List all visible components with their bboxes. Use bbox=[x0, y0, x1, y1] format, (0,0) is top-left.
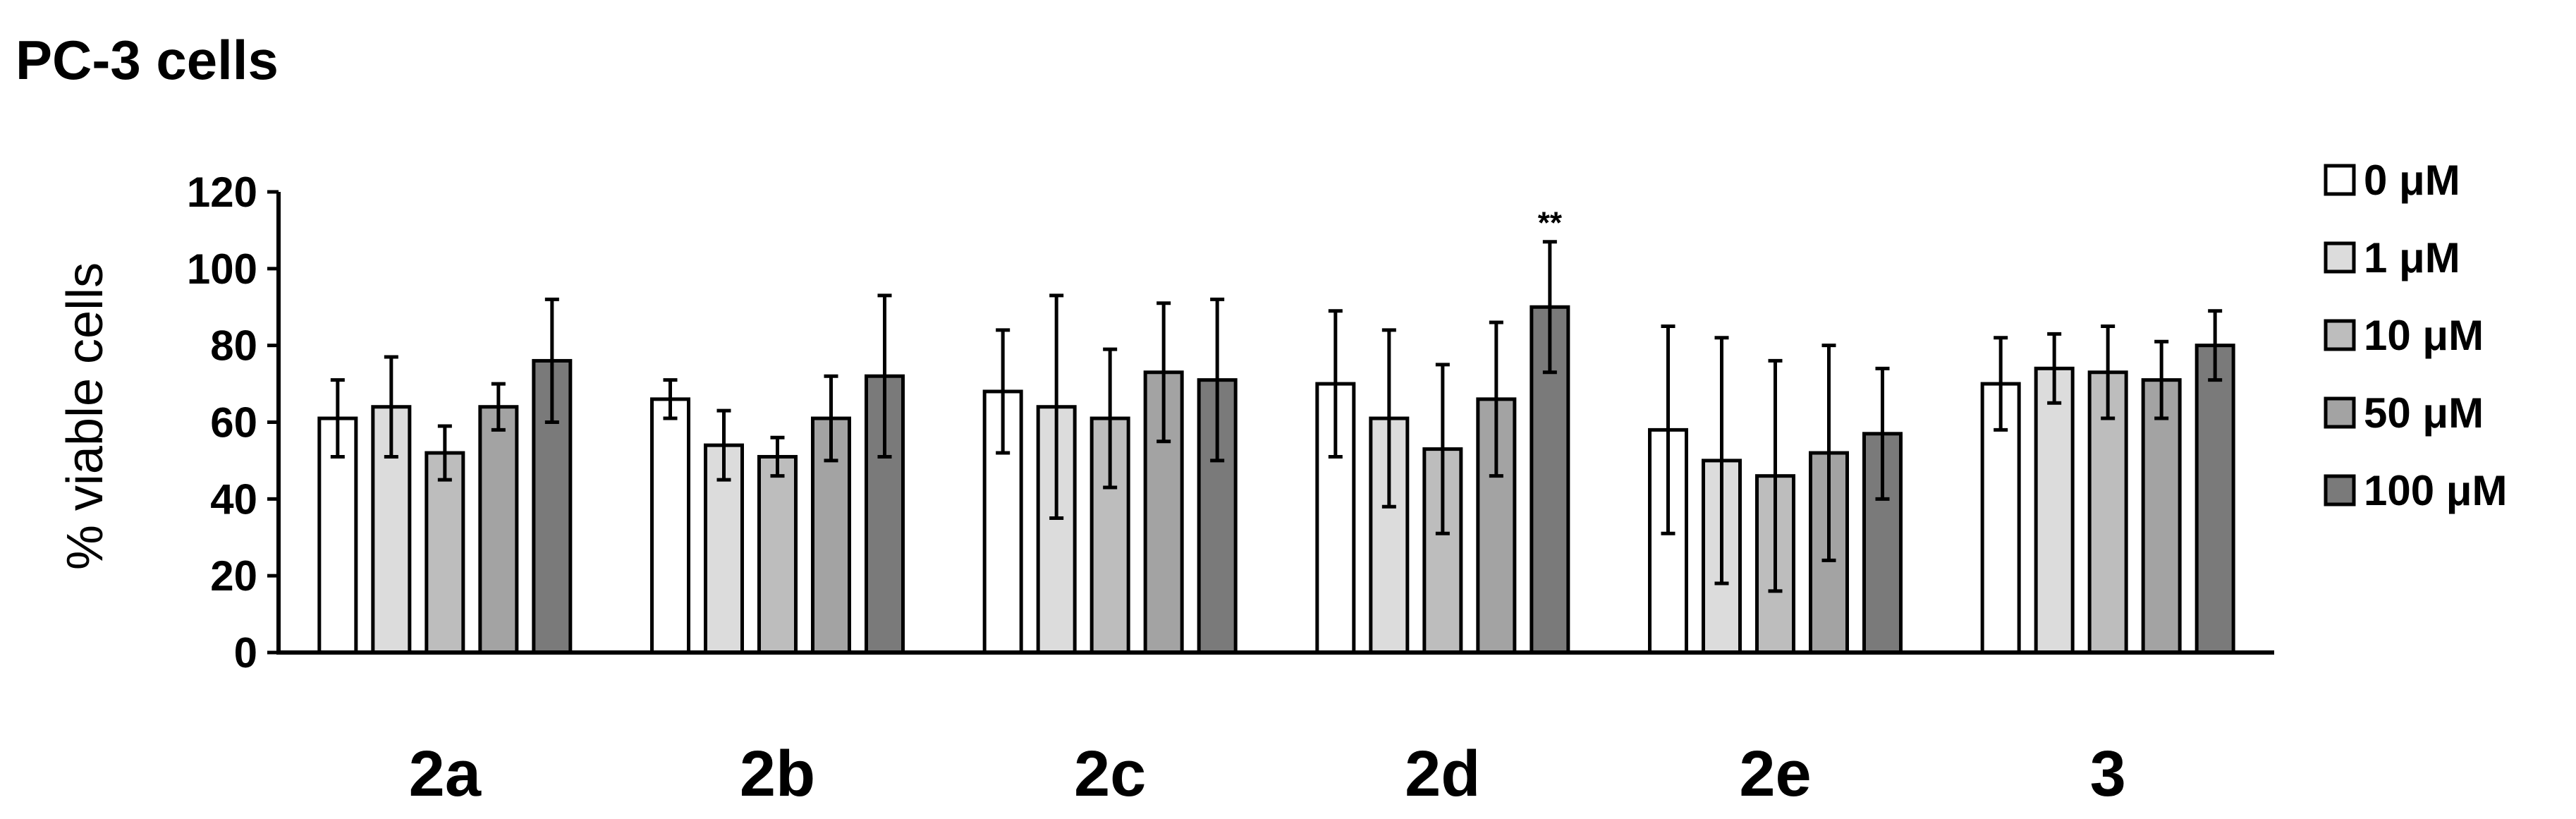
legend-swatch bbox=[2324, 241, 2356, 274]
bar bbox=[2195, 344, 2235, 655]
y-tick-label: 100 bbox=[187, 245, 257, 293]
x-tick-label: 2a bbox=[409, 738, 482, 810]
legend-label: 100 μM bbox=[2364, 467, 2507, 514]
legend-label: 10 μM bbox=[2364, 312, 2484, 359]
bar bbox=[2034, 366, 2075, 655]
bar bbox=[650, 397, 690, 655]
legend-swatch bbox=[2324, 319, 2356, 351]
chart-title: PC-3 cells bbox=[16, 29, 279, 91]
legend-label: 1 μM bbox=[2364, 234, 2460, 281]
bar bbox=[2141, 378, 2182, 655]
x-tick-label: 2e bbox=[1739, 738, 1811, 810]
y-tick-label: 20 bbox=[210, 552, 257, 600]
y-axis-label: % viable cells bbox=[57, 262, 114, 570]
x-tick-label: 3 bbox=[2090, 738, 2126, 810]
x-tick-label: 2d bbox=[1405, 738, 1480, 810]
x-tick-label: 2b bbox=[740, 738, 815, 810]
y-tick-label: 120 bbox=[187, 169, 257, 216]
bar bbox=[757, 454, 798, 655]
x-tick-label: 2c bbox=[1074, 738, 1146, 810]
legend-swatch bbox=[2324, 474, 2356, 506]
legend-swatch bbox=[2324, 164, 2356, 196]
y-tick-label: 40 bbox=[210, 475, 257, 523]
y-tick-label: 0 bbox=[234, 629, 257, 677]
legend-label: 50 μM bbox=[2364, 389, 2484, 437]
y-tick-label: 80 bbox=[210, 322, 257, 370]
bar bbox=[478, 405, 519, 655]
bar bbox=[425, 451, 465, 655]
y-tick-label: 60 bbox=[210, 399, 257, 447]
legend-swatch bbox=[2324, 396, 2356, 429]
legend-label: 0 μM bbox=[2364, 157, 2460, 204]
significance-marker: ** bbox=[1538, 206, 1563, 241]
